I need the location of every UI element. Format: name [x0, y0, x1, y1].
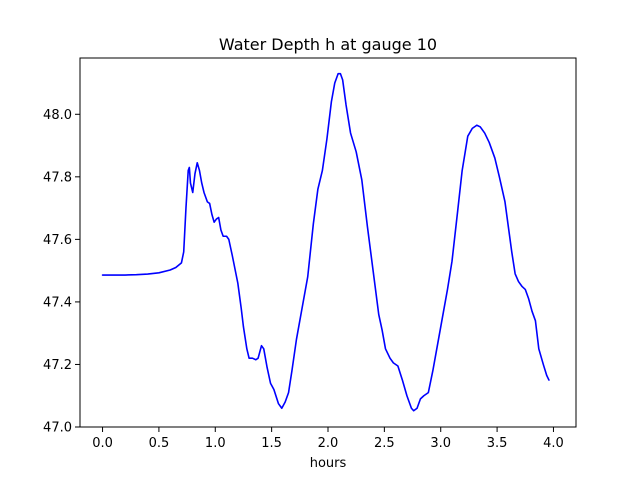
x-tick-label: 2.0 [318, 436, 339, 451]
x-tick-label: 3.5 [487, 436, 508, 451]
y-tick-label: 47.0 [43, 421, 72, 436]
y-axis-ticks: 47.0 47.2 47.4 47.6 47.8 48.0 [43, 108, 80, 436]
y-tick-label: 47.6 [43, 233, 72, 248]
chart-title: Water Depth h at gauge 10 [219, 35, 437, 54]
x-tick-label: 4.0 [543, 436, 564, 451]
y-tick-label: 47.2 [43, 358, 72, 373]
y-tick-label: 47.4 [43, 295, 72, 310]
plot-area: 0.0 0.5 1.0 1.5 2.0 2.5 3.0 3.5 4.0 47.0 47.2 47.4… [43, 57, 577, 451]
series-layer [101, 72, 550, 412]
x-tick-label: 2.5 [374, 436, 395, 451]
x-tick-label: 3.0 [430, 436, 451, 451]
x-tick-label: 0.0 [92, 436, 113, 451]
x-axis-ticks: 0.0 0.5 1.0 1.5 2.0 2.5 3.0 3.5 4.0 [92, 427, 564, 451]
y-tick-label: 48.0 [43, 108, 72, 123]
x-axis-label: hours [310, 456, 347, 471]
y-tick-label: 47.8 [43, 170, 72, 185]
x-tick-label: 1.0 [205, 436, 226, 451]
series-line-0 [101, 72, 550, 412]
x-tick-label: 0.5 [149, 436, 170, 451]
x-tick-label: 1.5 [261, 436, 282, 451]
